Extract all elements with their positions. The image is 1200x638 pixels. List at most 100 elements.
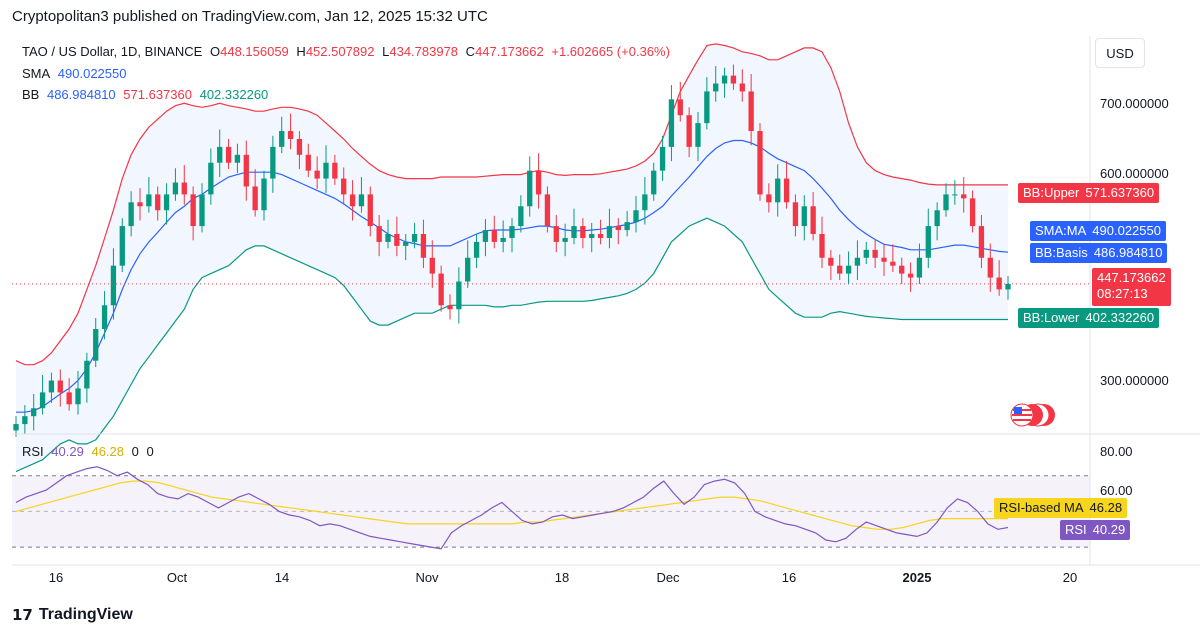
last-price-value: 447.173662 bbox=[1097, 270, 1166, 285]
candle-body bbox=[952, 194, 958, 196]
bb-lower-tag-value: 402.332260 bbox=[1085, 310, 1155, 325]
legend-rsi[interactable]: RSI 40.29 46.28 0 0 bbox=[22, 444, 158, 459]
candle-body bbox=[969, 198, 976, 227]
time-tick-dec: Dec bbox=[656, 570, 680, 585]
candle-body bbox=[429, 257, 435, 274]
ohlc-high-label: H bbox=[296, 44, 306, 59]
rsi-ma-tag: RSI-based MA 46.28 bbox=[994, 498, 1128, 518]
candle-body bbox=[766, 194, 772, 203]
candle-body bbox=[553, 226, 559, 242]
candle-body bbox=[252, 186, 258, 211]
candle-body bbox=[163, 194, 170, 211]
candle-body bbox=[314, 170, 320, 179]
candle-body bbox=[66, 392, 72, 405]
rsi-pane bbox=[12, 466, 1090, 550]
candle-body bbox=[349, 194, 356, 207]
candle-body bbox=[234, 154, 241, 163]
rsi-tick-80: 80.00 bbox=[1100, 444, 1133, 459]
candle-body bbox=[748, 91, 754, 132]
rsi-zero-2: 0 bbox=[146, 444, 154, 459]
legend-bb[interactable]: BB 486.984810 571.637360 402.332260 bbox=[22, 87, 272, 102]
candle-body bbox=[659, 146, 666, 171]
candle-body bbox=[872, 249, 878, 258]
candle-body bbox=[155, 194, 161, 211]
ohlc-low-label: L bbox=[382, 44, 390, 59]
candle-body bbox=[518, 206, 524, 227]
candle-body bbox=[411, 234, 418, 242]
rsi-zero-1: 0 bbox=[131, 444, 139, 459]
currency-button[interactable]: USD bbox=[1095, 38, 1145, 68]
candle-body bbox=[270, 146, 276, 179]
rsi-ma-value: 46.28 bbox=[91, 444, 125, 459]
candle-body bbox=[890, 261, 896, 266]
candle-body bbox=[31, 408, 37, 417]
legend-sma[interactable]: SMA 490.022550 bbox=[22, 66, 130, 81]
time-tick-16-dec: 16 bbox=[781, 570, 797, 585]
candle-body bbox=[642, 194, 648, 211]
candle-body bbox=[323, 162, 329, 179]
candle-body bbox=[438, 273, 444, 306]
candle-body bbox=[48, 380, 55, 393]
candle-body bbox=[403, 241, 409, 246]
bb-basis-tag-label: BB:Basis bbox=[1035, 245, 1088, 260]
rsi-tag-label: RSI bbox=[1065, 522, 1087, 537]
ohlc-change: +1.602665 (+0.36%) bbox=[551, 44, 670, 59]
candle-body bbox=[934, 210, 940, 227]
candle-body bbox=[668, 99, 675, 147]
candle-body bbox=[633, 210, 639, 223]
bb-lower-tag: BB:Lower 402.332260 bbox=[1018, 308, 1160, 328]
candle-body bbox=[571, 226, 577, 238]
candle-body bbox=[447, 305, 453, 310]
rsi-tag: RSI 40.29 bbox=[1060, 520, 1131, 540]
candle-body bbox=[899, 265, 905, 274]
candle-body bbox=[110, 265, 117, 306]
bb-lower-tag-label: BB:Lower bbox=[1023, 310, 1080, 325]
candle-body bbox=[597, 234, 604, 238]
tradingview-brand[interactable]: 𝟭𝟳 TradingView bbox=[12, 606, 133, 624]
candle-body bbox=[916, 257, 923, 278]
candle-body bbox=[376, 226, 382, 242]
price-tick-600: 600.000000 bbox=[1100, 166, 1169, 181]
candle-body bbox=[961, 194, 967, 199]
candle-body bbox=[606, 226, 613, 238]
rsi-ma-tag-label: RSI-based MA bbox=[999, 500, 1084, 515]
ohlc-close-label: C bbox=[465, 44, 476, 59]
tradingview-brand-label: TradingView bbox=[38, 606, 133, 623]
candle-body bbox=[287, 131, 294, 139]
sma-value: 490.022550 bbox=[57, 66, 127, 81]
symbol-label[interactable]: TAO / US Dollar, 1D, BINANCE bbox=[22, 44, 203, 59]
bb-lower-line bbox=[15, 217, 1008, 473]
candle-body bbox=[925, 226, 931, 258]
candle-body bbox=[535, 170, 542, 195]
candle-body bbox=[22, 416, 28, 425]
candle-body bbox=[39, 392, 46, 409]
candle-body bbox=[801, 206, 807, 227]
rsi-ma-tag-value: 46.28 bbox=[1089, 500, 1123, 515]
candle-body bbox=[713, 83, 719, 92]
candle-body bbox=[589, 234, 595, 238]
chart-canvas[interactable] bbox=[0, 0, 1200, 600]
ohlc-low: 434.783978 bbox=[389, 44, 459, 59]
last-price-tag: 447.173662 08:27:13 bbox=[1092, 268, 1171, 306]
candle-body bbox=[544, 194, 551, 227]
candle-body bbox=[119, 226, 125, 266]
candle-body bbox=[580, 226, 586, 238]
candle-body bbox=[217, 146, 223, 163]
candle-body bbox=[394, 234, 400, 246]
sma-tag-label: SMA:MA bbox=[1035, 223, 1087, 238]
candle-body bbox=[261, 178, 267, 211]
ohlc-high: 452.507892 bbox=[305, 44, 375, 59]
candle-body bbox=[730, 75, 737, 84]
candle-body bbox=[279, 131, 285, 147]
candle-body bbox=[775, 178, 781, 203]
bb-basis-tag-value: 486.984810 bbox=[1093, 245, 1163, 260]
candle-body bbox=[562, 237, 568, 242]
us-flag-icon[interactable] bbox=[1010, 403, 1056, 427]
candle-body bbox=[527, 170, 533, 207]
candle-body bbox=[996, 277, 1002, 290]
ohlc-open-label: O bbox=[209, 44, 221, 59]
candle-body bbox=[854, 257, 861, 266]
candle-body bbox=[190, 194, 196, 227]
candle-body bbox=[146, 194, 152, 207]
candle-body bbox=[172, 182, 179, 195]
